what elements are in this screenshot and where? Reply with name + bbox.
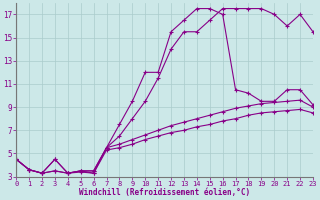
- X-axis label: Windchill (Refroidissement éolien,°C): Windchill (Refroidissement éolien,°C): [79, 188, 250, 197]
